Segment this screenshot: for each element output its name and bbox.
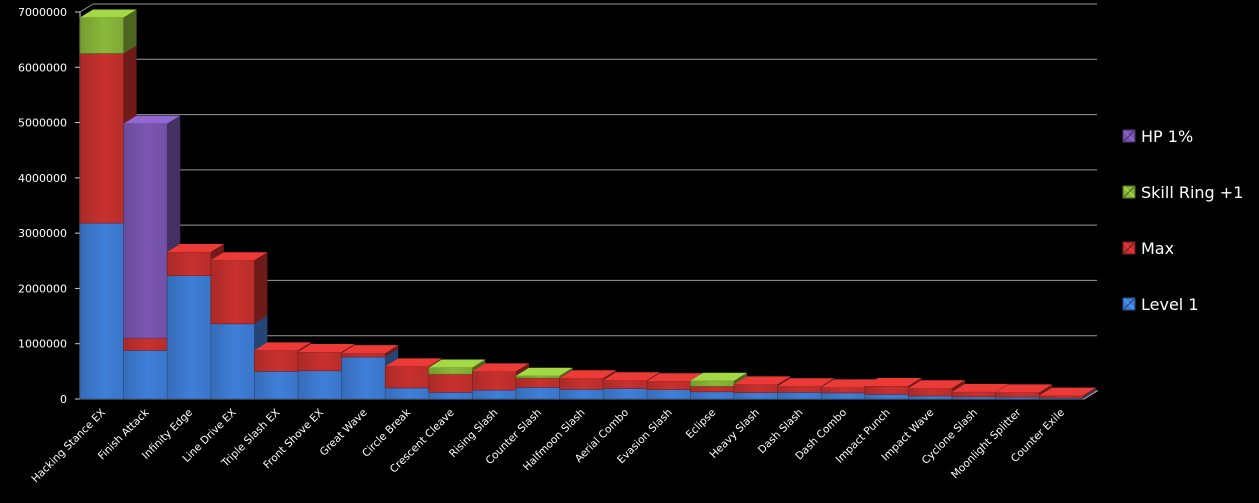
- gridline-depth: [79, 3, 94, 13]
- y-tick-label: 0: [60, 393, 67, 406]
- bar-segment: [341, 345, 399, 358]
- legend-item: HP 1%: [1122, 127, 1193, 146]
- bar-segment: [79, 9, 137, 54]
- legend-item: Level 1: [1122, 295, 1199, 314]
- y-tick-label: 6000000: [18, 61, 67, 74]
- y-tick-label: 3000000: [18, 227, 67, 240]
- legend-label: Level 1: [1141, 295, 1199, 314]
- legend: HP 1% Skill Ring +1 Max Level 1: [1122, 127, 1243, 314]
- bar-segment: [515, 367, 573, 379]
- bar-segment: [123, 115, 181, 339]
- legend-item: Max: [1122, 239, 1174, 258]
- legend-label: Max: [1141, 239, 1174, 258]
- bar-segment: [210, 252, 268, 325]
- y-tick-label: 7000000: [18, 6, 67, 19]
- x-category-label: Eclipse: [684, 407, 719, 442]
- bar-segment: [79, 45, 137, 224]
- bars: [79, 9, 1096, 400]
- legend-label: Skill Ring +1: [1141, 183, 1243, 202]
- y-tick-label: 1000000: [18, 338, 67, 351]
- y-tick-label: 5000000: [18, 117, 67, 130]
- x-category-label: Hacking Stance EX: [29, 407, 108, 486]
- y-tick-label: 2000000: [18, 282, 67, 295]
- legend-label: HP 1%: [1141, 127, 1193, 146]
- y-tick-label: 4000000: [18, 172, 67, 185]
- bar-segment: [1038, 387, 1096, 399]
- legend-item: Skill Ring +1: [1122, 183, 1243, 202]
